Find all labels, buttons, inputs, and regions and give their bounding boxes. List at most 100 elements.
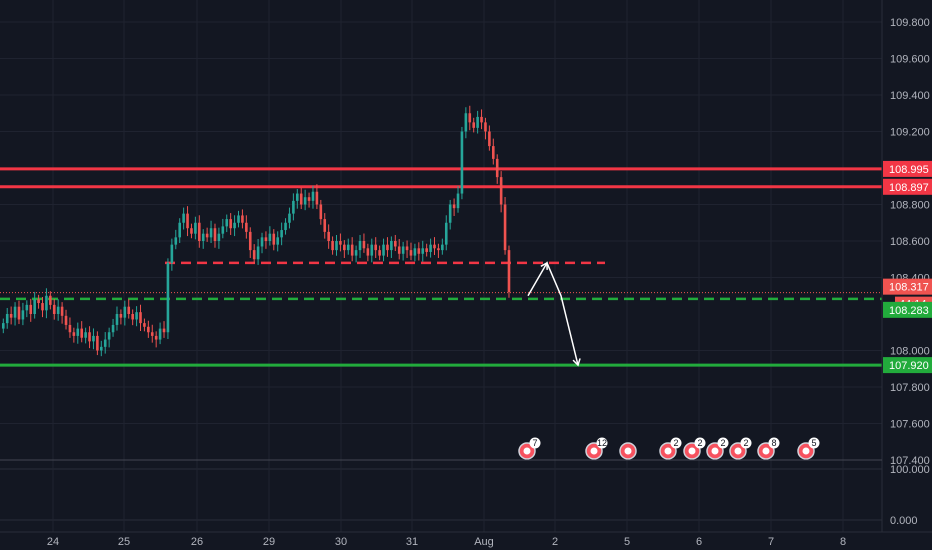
candle (205, 227, 209, 242)
y-tick-label: 107.400 (890, 455, 930, 467)
candle (186, 206, 189, 237)
candle (143, 318, 146, 332)
economic-event-marker[interactable]: 12 (585, 437, 608, 460)
candle (264, 231, 268, 249)
candle (88, 326, 91, 349)
candle (272, 229, 276, 251)
price-badge-label: 108.995 (889, 164, 929, 176)
price-axis[interactable]: 109.800 109.600 109.400 109.200 108.800 108.6… (890, 17, 930, 527)
candle (131, 309, 134, 326)
y-tick-label: 109.600 (890, 54, 930, 66)
candle (303, 189, 307, 211)
y-tick-label: 109.200 (890, 127, 930, 139)
candle (444, 215, 448, 251)
x-tick-label: 25 (118, 536, 130, 548)
candle (346, 238, 350, 255)
economic-event-marker[interactable]: 8 (757, 437, 780, 460)
candle (292, 193, 295, 221)
x-tick-label: 2 (552, 536, 558, 548)
forecast-arrow-path[interactable] (527, 261, 579, 366)
candle (374, 237, 377, 258)
candle (476, 110, 479, 134)
candle (311, 185, 315, 209)
economic-event-marker[interactable]: 7 (518, 437, 541, 460)
economic-events[interactable]: 7 12 2 2 2 2 8 5 (518, 437, 820, 460)
candle (158, 322, 162, 345)
candle (417, 242, 421, 261)
economic-event-marker[interactable]: 2 (729, 437, 752, 460)
candle (123, 300, 127, 326)
candle (52, 298, 56, 320)
candle (343, 240, 346, 258)
event-count: 8 (771, 438, 776, 448)
candle (386, 237, 389, 257)
candle (241, 209, 244, 229)
candle (174, 229, 178, 250)
price-level-lines (0, 167, 882, 367)
economic-event-marker[interactable]: 5 (797, 437, 820, 460)
candle (378, 245, 381, 261)
x-tick-label: Aug (474, 536, 494, 548)
candle (229, 213, 232, 235)
candle (256, 238, 260, 265)
economic-event-marker[interactable] (619, 442, 637, 460)
price-badge: 108.317 (883, 278, 932, 295)
y-tick-label: 108.600 (890, 236, 930, 248)
candle (13, 302, 17, 326)
candle (162, 321, 166, 338)
candle (213, 223, 217, 248)
event-count: 2 (697, 438, 702, 448)
time-axis[interactable]: 24 25 26 29 30 31 Aug 2 5 6 7 8 (47, 536, 846, 548)
candle (437, 243, 440, 258)
candle (60, 302, 64, 324)
x-tick-label: 24 (47, 536, 59, 548)
price-badge: 108.283 (883, 301, 932, 318)
economic-event-marker[interactable]: 2 (683, 437, 706, 460)
arrow-head (572, 358, 581, 367)
candle (425, 243, 428, 257)
x-tick-label: 5 (624, 536, 630, 548)
candle (350, 237, 354, 262)
candle (80, 321, 83, 343)
candle (495, 154, 499, 184)
candle (194, 216, 197, 240)
economic-event-marker[interactable]: 2 (706, 437, 729, 460)
candle (107, 327, 111, 348)
candle (2, 318, 5, 334)
candle (405, 240, 409, 258)
candle (201, 229, 205, 249)
candle (307, 192, 311, 208)
candle (49, 291, 52, 310)
candle (72, 327, 76, 343)
candle (139, 304, 142, 331)
y-tick-label: 108.000 (890, 346, 930, 358)
candle (9, 306, 13, 325)
candle (488, 125, 491, 151)
candle (100, 340, 103, 357)
candle (452, 198, 456, 216)
candle (354, 245, 358, 263)
candle (296, 188, 299, 209)
candle (507, 245, 511, 298)
candle (209, 220, 213, 244)
candle (260, 232, 264, 254)
price-badge-label: 107.920 (889, 360, 929, 372)
candle (492, 138, 495, 165)
y-tick-label: 107.600 (890, 419, 930, 431)
price-badge-label: 108.897 (889, 182, 929, 194)
price-badge: 108.897 (883, 178, 932, 195)
candle (397, 238, 401, 260)
candle (182, 207, 185, 230)
candle (45, 288, 48, 319)
candle (484, 117, 487, 140)
price-badge-label: 108.283 (889, 305, 929, 317)
event-count: 2 (673, 438, 678, 448)
economic-event-marker[interactable]: 2 (659, 437, 682, 460)
candle (21, 302, 25, 326)
candle (390, 236, 393, 258)
price-badge: 107.920 (883, 357, 932, 374)
candle (362, 233, 366, 253)
candle (115, 306, 119, 331)
